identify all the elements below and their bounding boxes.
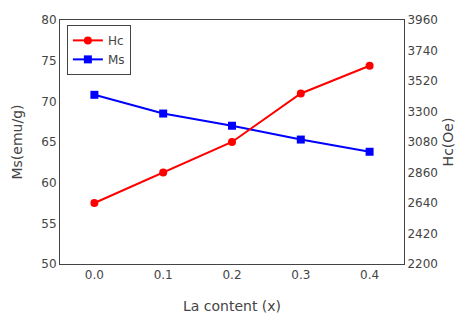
svg-text:2860: 2860 [407,166,438,180]
svg-text:3740: 3740 [407,44,438,58]
svg-text:3520: 3520 [407,74,438,88]
svg-text:0.1: 0.1 [154,268,173,282]
svg-text:80: 80 [41,13,56,27]
svg-text:0.0: 0.0 [85,268,104,282]
svg-text:2420: 2420 [407,227,438,241]
svg-text:Hc: Hc [108,34,124,48]
svg-text:2200: 2200 [407,257,438,271]
svg-text:La content (x): La content (x) [183,298,281,314]
svg-text:55: 55 [41,217,56,231]
svg-text:2640: 2640 [407,196,438,210]
svg-text:3080: 3080 [407,135,438,149]
svg-text:Ms: Ms [108,53,125,67]
svg-text:70: 70 [41,95,56,109]
svg-text:3960: 3960 [407,13,438,27]
svg-text:0.4: 0.4 [360,268,379,282]
svg-text:3300: 3300 [407,105,438,119]
svg-text:50: 50 [41,257,56,271]
svg-text:Hc(Oe): Hc(Oe) [440,118,456,167]
svg-text:65: 65 [41,135,56,149]
svg-text:Ms(emu/g): Ms(emu/g) [9,104,25,179]
svg-text:0.2: 0.2 [222,268,241,282]
svg-text:60: 60 [41,176,56,190]
svg-text:75: 75 [41,54,56,68]
svg-text:0.3: 0.3 [291,268,310,282]
